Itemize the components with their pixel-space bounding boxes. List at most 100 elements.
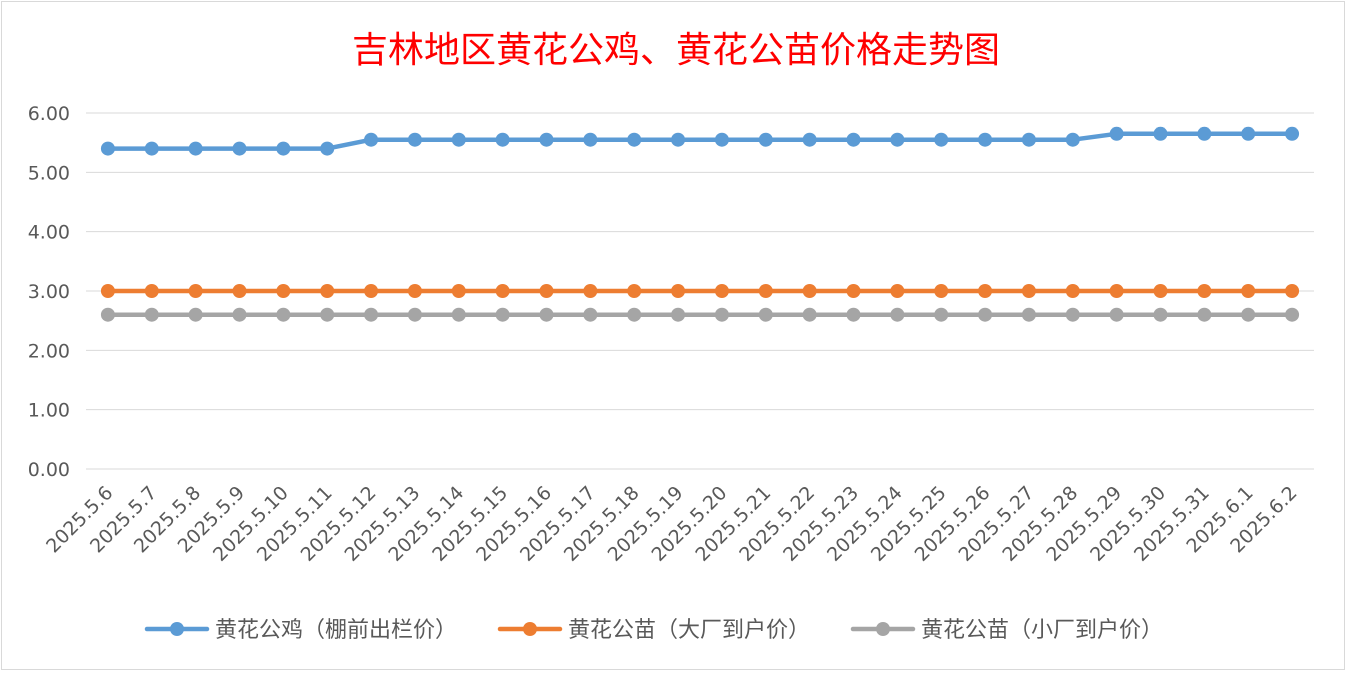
data-point xyxy=(583,284,598,298)
legend-label: 黄花公苗（小厂到户价） xyxy=(921,618,1163,643)
data-point xyxy=(758,132,773,147)
data-point xyxy=(934,284,949,298)
y-tick-label: 0.00 xyxy=(28,459,70,481)
data-point xyxy=(1153,307,1168,322)
data-point xyxy=(802,307,817,322)
data-point xyxy=(1021,307,1036,322)
data-point xyxy=(627,307,642,322)
series-line xyxy=(105,131,1295,151)
data-point xyxy=(1285,284,1300,298)
y-tick-label: 5.00 xyxy=(28,162,70,184)
series-layer xyxy=(100,126,1300,322)
data-point xyxy=(1109,284,1124,298)
data-point xyxy=(890,307,905,322)
legend-item: 黄花公苗（大厂到户价） xyxy=(497,618,810,643)
data-point xyxy=(320,284,335,298)
legend-marker xyxy=(523,622,537,636)
data-point xyxy=(407,132,422,147)
series-1 xyxy=(100,126,1300,156)
data-point xyxy=(714,307,729,322)
data-point xyxy=(1021,284,1036,298)
data-point xyxy=(1065,284,1080,298)
data-point xyxy=(1241,284,1256,298)
data-point xyxy=(100,141,115,156)
data-point xyxy=(1197,126,1212,141)
data-point xyxy=(671,307,686,322)
data-point xyxy=(539,284,554,298)
legend: 黄花公鸡（棚前出栏价） 黄花公苗（大厂到户价） 黄花公苗（小厂到户价） xyxy=(144,618,1163,643)
data-point xyxy=(1065,307,1080,322)
series-3 xyxy=(100,307,1300,322)
data-point xyxy=(320,307,335,322)
data-point xyxy=(1197,284,1212,298)
data-point xyxy=(364,284,379,298)
data-point xyxy=(364,132,379,147)
data-point xyxy=(188,141,203,156)
data-point xyxy=(1285,307,1300,322)
data-point xyxy=(978,132,993,147)
data-point xyxy=(671,132,686,147)
y-tick-label: 4.00 xyxy=(28,222,70,244)
data-point xyxy=(320,141,335,156)
data-point xyxy=(451,307,466,322)
data-point xyxy=(144,284,159,298)
data-point xyxy=(276,141,291,156)
data-point xyxy=(627,132,642,147)
data-point xyxy=(627,284,642,298)
data-point xyxy=(100,307,115,322)
data-point xyxy=(978,284,993,298)
data-point xyxy=(671,284,686,298)
y-tick-label: 3.00 xyxy=(28,281,70,303)
data-point xyxy=(978,307,993,322)
data-point xyxy=(232,141,247,156)
data-point xyxy=(1197,307,1212,322)
data-point xyxy=(364,307,379,322)
data-point xyxy=(495,284,510,298)
legend-item: 黄花公苗（小厂到户价） xyxy=(850,618,1163,643)
data-point xyxy=(1109,126,1124,141)
legend-marker xyxy=(170,622,184,636)
data-point xyxy=(539,132,554,147)
data-point xyxy=(1153,284,1168,298)
data-point xyxy=(1241,307,1256,322)
data-point xyxy=(890,132,905,147)
chart-title: 吉林地区黄花公鸡、黄花公苗价格走势图 xyxy=(352,30,1000,71)
legend-label: 黄花公苗（大厂到户价） xyxy=(568,618,810,643)
data-point xyxy=(451,284,466,298)
data-point xyxy=(1065,132,1080,147)
data-point xyxy=(144,141,159,156)
data-point xyxy=(890,284,905,298)
data-point xyxy=(276,307,291,322)
data-point xyxy=(232,307,247,322)
data-point xyxy=(714,284,729,298)
data-point xyxy=(714,132,729,147)
data-point xyxy=(1109,307,1124,322)
data-point xyxy=(100,284,115,298)
data-point xyxy=(232,284,247,298)
data-point xyxy=(583,307,598,322)
data-point xyxy=(407,307,422,322)
y-tick-label: 6.00 xyxy=(28,103,70,125)
legend-item: 黄花公鸡（棚前出栏价） xyxy=(144,618,457,643)
data-point xyxy=(407,284,422,298)
data-point xyxy=(583,132,598,147)
data-point xyxy=(1241,126,1256,141)
series-2 xyxy=(100,284,1300,298)
data-point xyxy=(1285,126,1300,141)
data-point xyxy=(144,307,159,322)
data-point xyxy=(846,132,861,147)
data-point xyxy=(276,284,291,298)
data-point xyxy=(758,284,773,298)
data-point xyxy=(1021,132,1036,147)
data-point xyxy=(758,307,773,322)
data-point xyxy=(846,307,861,322)
data-point xyxy=(188,284,203,298)
data-point xyxy=(802,284,817,298)
data-point xyxy=(846,284,861,298)
data-point xyxy=(451,132,466,147)
data-point xyxy=(495,307,510,322)
legend-label: 黄花公鸡（棚前出栏价） xyxy=(215,618,457,643)
y-tick-label: 2.00 xyxy=(28,340,70,362)
data-point xyxy=(539,307,554,322)
